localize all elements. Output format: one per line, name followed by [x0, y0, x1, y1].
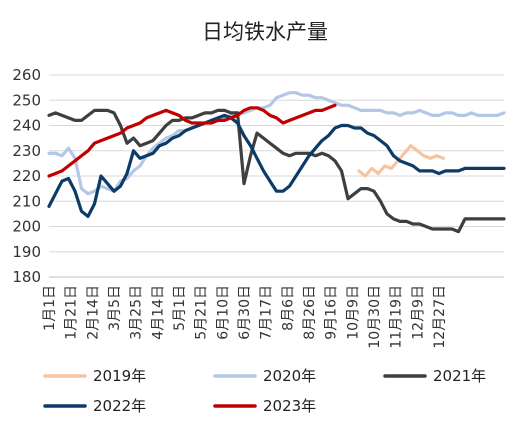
x-tick-label: 6月30日 [237, 285, 253, 340]
x-tick-label: 11月19日 [389, 285, 405, 349]
y-tick-label: 210 [12, 192, 41, 210]
x-tick-label: 10月30日 [367, 285, 383, 349]
x-tick-label: 6月10日 [215, 285, 231, 340]
x-axis-ticks: 1月1日 1月21日 2月14日 3月5日 3月25日 4月14日 5月1日 5月21日 6月1… [42, 285, 448, 349]
chart-title: 日均铁水产量 [202, 20, 328, 44]
series-line-2023年 [47, 103, 337, 178]
x-tick-label: 7月17日 [259, 285, 275, 340]
y-tick-label: 200 [12, 218, 41, 236]
x-tick-label: 9月16日 [324, 285, 340, 340]
legend-label: 2019年 [93, 367, 146, 385]
legend-label: 2022年 [93, 397, 146, 415]
gridlines [49, 74, 504, 278]
series-line-2019年 [357, 144, 445, 178]
series-line-2020年 [47, 91, 506, 196]
y-tick-label: 180 [12, 268, 41, 286]
x-tick-label: 12月9日 [410, 285, 426, 340]
x-tick-label: 10月9日 [345, 285, 361, 340]
x-tick-label: 1月21日 [64, 285, 80, 340]
x-tick-label: 1月1日 [42, 285, 58, 331]
x-tick-label: 8月6日 [280, 285, 296, 331]
x-tick-label: 8月26日 [302, 285, 318, 340]
y-axis-ticks: 180 190 200 210 220 230 240 250 260 [12, 66, 41, 286]
x-tick-label: 5月1日 [172, 285, 188, 331]
series-lines [47, 91, 506, 234]
series-line-2022年 [47, 113, 506, 218]
legend-label: 2023年 [263, 397, 316, 415]
x-tick-label: 2月14日 [85, 285, 101, 340]
legend-label: 2020年 [263, 367, 316, 385]
y-tick-label: 220 [12, 167, 41, 185]
x-tick-label: 3月5日 [107, 285, 123, 331]
x-tick-label: 4月14日 [150, 285, 166, 340]
x-tick-label: 3月25日 [129, 285, 145, 340]
y-tick-label: 230 [12, 142, 41, 160]
legend: 2019年 2020年 2021年 2022年 2023年 [43, 367, 486, 415]
y-tick-label: 240 [12, 117, 41, 135]
x-tick-label: 5月21日 [194, 285, 210, 340]
series-line-2021年 [47, 108, 506, 234]
y-tick-label: 190 [12, 243, 41, 261]
legend-label: 2021年 [433, 367, 486, 385]
y-tick-label: 260 [12, 66, 41, 84]
x-tick-label: 12月27日 [432, 285, 448, 349]
y-tick-label: 250 [12, 91, 41, 109]
